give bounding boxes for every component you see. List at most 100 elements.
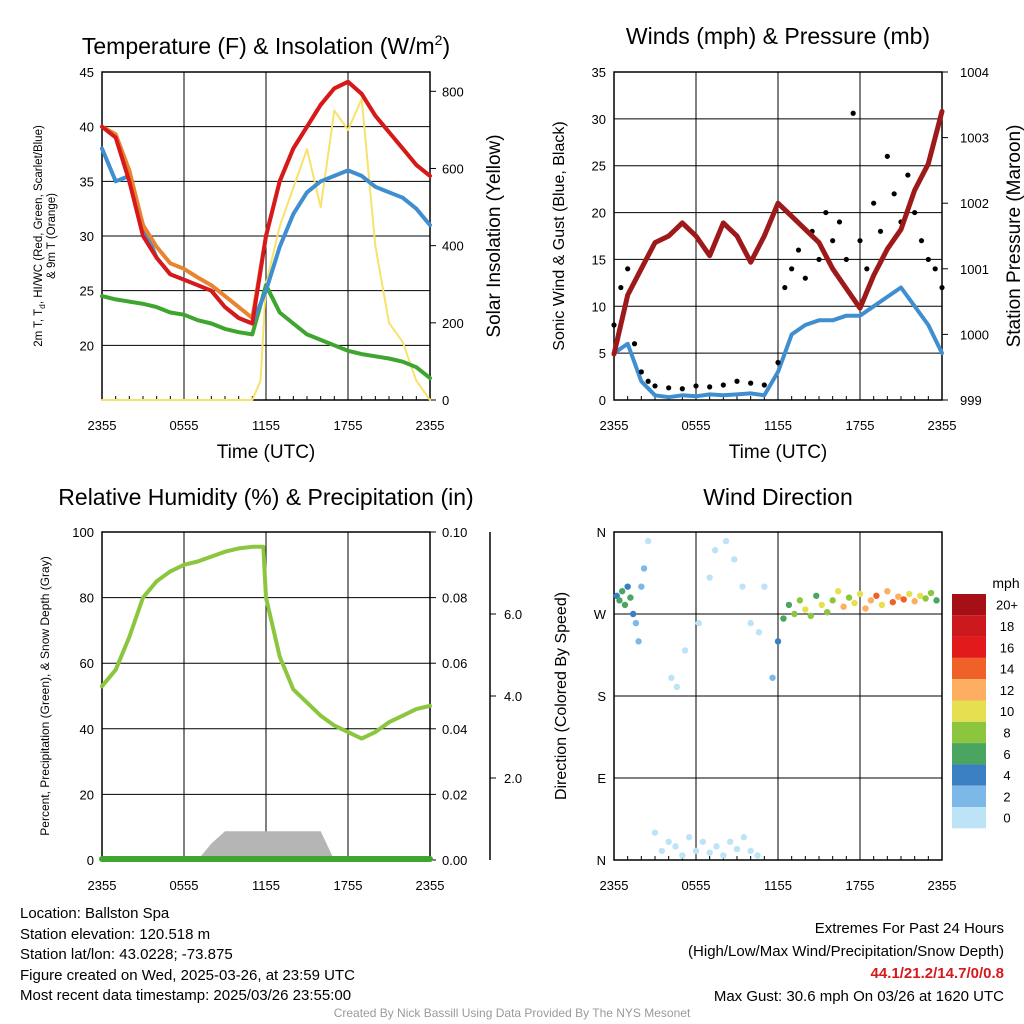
wdir-point [829, 597, 836, 604]
colorbar-swatch [952, 743, 986, 765]
temp-y2tick-label: 0 [442, 393, 449, 408]
wind-ytick-label: 25 [592, 159, 606, 174]
colorbar-swatch [952, 721, 986, 744]
wind-gust-point [925, 256, 931, 263]
wdir-ytick-label: N [597, 525, 606, 540]
wdir-point [627, 594, 634, 601]
wind-gust-point [638, 369, 644, 375]
wdir-point [754, 852, 761, 859]
wdir-xtick-label: 1155 [764, 878, 792, 893]
wind-gust-point [707, 384, 713, 390]
wdir-xtick-label: 2355 [600, 878, 629, 893]
wdir-point [672, 843, 679, 850]
wind-gust-point [918, 238, 925, 244]
wind-gust-point [836, 219, 843, 225]
wdir-point [927, 589, 935, 597]
wdir-point [916, 592, 924, 599]
temp-y2tick-label: 200 [442, 316, 464, 331]
wind-gust-point [652, 383, 658, 389]
wind-xtick-label: 2355 [928, 418, 957, 433]
wdir-point [747, 619, 754, 627]
wdir-point [889, 598, 896, 606]
wdir-point [713, 843, 720, 850]
wind-xtick-label: 1155 [764, 418, 792, 433]
colorbar-label: 0 [1003, 811, 1010, 826]
wind-ytick-label: 5 [599, 346, 606, 361]
wind-gust-point [864, 266, 870, 272]
wdir-point [658, 847, 666, 855]
wind-xlabel: Time (UTC) [729, 442, 828, 463]
rh-series-rh [100, 544, 432, 741]
wind-ytick-label: 10 [592, 299, 606, 314]
wdir-point [791, 610, 798, 618]
wind-series-speed [612, 285, 944, 400]
temp-ylabel-right: Solar Insolation (Yellow) [484, 134, 505, 337]
colorbar-swatch [952, 764, 986, 786]
wind-gust-point [775, 359, 781, 366]
temp-ytick-label: 45 [80, 65, 94, 80]
station-latlon: Station lat/lon: 43.0228; -73.875 [20, 946, 233, 963]
wind-y2tick-label: 1000 [960, 327, 989, 342]
wind-gust-point [905, 172, 911, 178]
wdir-title: Wind Direction [703, 484, 853, 510]
temp-series-solar [101, 98, 431, 401]
wind-gust-point [823, 209, 829, 216]
temp-ylabel: 2m T, Td, HI/WC (Red, Green, Scarlet/Blu… [33, 125, 58, 347]
wdir-point [755, 629, 763, 636]
wdir-point [807, 612, 814, 620]
rh-xtick-label: 1755 [334, 878, 363, 893]
temp-frame [101, 71, 431, 401]
colorbar-label: 8 [1003, 725, 1010, 740]
wind-y2tick-label: 1001 [960, 262, 989, 277]
temp-y2tick-label: 800 [442, 84, 464, 99]
rh-y3tick-label: 4.0 [504, 689, 522, 704]
wdir-point [856, 590, 864, 598]
wind-gust-point [618, 284, 624, 291]
temp-title: Temperature (F) & Insolation (W/m2) [82, 32, 450, 59]
colorbar-label: 20+ [996, 598, 1018, 613]
wdir-point [733, 845, 741, 853]
wind-ytick-label: 0 [599, 393, 606, 408]
temp-xtick-label: 2355 [416, 418, 445, 433]
wdir-xtick-label: 1755 [846, 878, 875, 893]
wind-ylabel-left: Sonic Wind & Gust (Blue, Black) [551, 121, 568, 350]
rh-title: Relative Humidity (%) & Precipitation (i… [58, 484, 473, 510]
wdir-point [699, 838, 707, 845]
temp-ytick-label: 40 [80, 120, 94, 135]
wdir-point [679, 852, 686, 859]
wdir-point [726, 838, 734, 845]
colorbar-swatch [952, 594, 986, 616]
temp-y2tick-label: 400 [442, 239, 464, 254]
wind-y2tick-label: 999 [960, 393, 982, 408]
wdir-point [731, 556, 738, 563]
wind-gust-point [891, 191, 897, 197]
wind-series-pressure [611, 108, 945, 357]
wdir-point [685, 834, 693, 841]
max-gust: Max Gust: 30.6 mph On 03/26 at 1620 UTC [713, 987, 1004, 1005]
wind-ytick-label: 30 [592, 112, 606, 127]
wdir-xtick-label: 0555 [682, 878, 711, 893]
wdir-point [640, 565, 648, 572]
temp-xtick-label: 2355 [88, 418, 117, 433]
wind-gust-point [693, 383, 699, 389]
colorbar-label: 12 [1000, 683, 1014, 698]
wind-xtick-label: 1755 [846, 418, 875, 433]
rh-y2tick-label: 0.08 [442, 591, 467, 606]
extremes-box: Extremes For Past 24 Hours (High/Low/Max… [688, 918, 1004, 1008]
wdir-point [651, 829, 659, 836]
station-elevation: Station elevation: 120.518 m [20, 925, 211, 943]
colorbar-swatch [952, 636, 986, 658]
colorbar-label: 14 [1000, 662, 1014, 677]
rh-series-snow-depth [102, 831, 430, 860]
wind-y2tick-label: 1002 [960, 196, 989, 211]
wdir-ylabel-left: Direction (Colored By Speed) [553, 592, 570, 800]
wind-ytick-label: 20 [592, 206, 606, 221]
rh-y3tick-label: 6.0 [504, 607, 522, 622]
wdir-point [785, 601, 793, 609]
wdir-point [644, 537, 652, 545]
temp-ytick-label: 30 [80, 229, 94, 244]
temp-y2tick-label: 600 [442, 161, 464, 176]
wdir-colorbar-title: mph [992, 575, 1019, 591]
wdir-point [862, 605, 869, 612]
